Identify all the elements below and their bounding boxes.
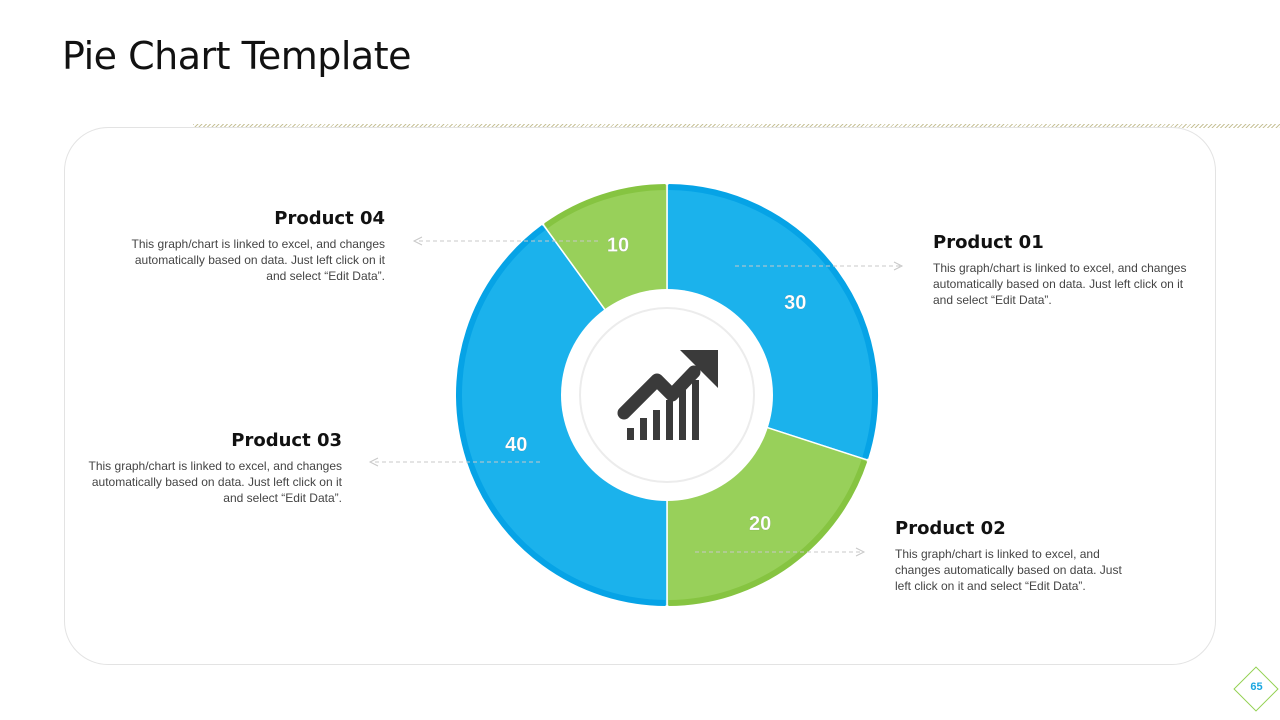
product-02-description: This graph/chart is linked to excel, and… (895, 547, 1122, 593)
slice-rim-3 (456, 225, 666, 606)
product-04-description: This graph/chart is linked to excel, and… (131, 237, 385, 283)
product-03-block: Product 03 This graph/chart is linked to… (87, 430, 342, 506)
decorative-divider (193, 124, 1280, 128)
page-title: Pie Chart Template (62, 34, 412, 78)
product-01-description: This graph/chart is linked to excel, and… (933, 261, 1187, 307)
growth-chart-arrow-icon (617, 350, 718, 440)
value-label-3: 40 (505, 434, 527, 456)
product-04-title: Product 04 (274, 208, 385, 229)
value-label-1: 30 (784, 292, 806, 314)
slice-rim-2 (668, 459, 868, 606)
slice-rim-1 (668, 184, 878, 459)
product-02-block: Product 02 This graph/chart is linked to… (895, 518, 1140, 594)
page-number: 65 (1250, 681, 1263, 693)
connector-arrow-product-01 (893, 261, 904, 271)
product-04-block: Product 04 This graph/chart is linked to… (130, 208, 385, 284)
product-01-block: Product 01 This graph/chart is linked to… (933, 232, 1188, 308)
product-03-title: Product 03 (231, 430, 342, 451)
product-01-title: Product 01 (933, 232, 1044, 253)
product-02-title: Product 02 (895, 518, 1006, 539)
product-03-description: This graph/chart is linked to excel, and… (88, 459, 342, 505)
connector-arrow-product-04 (412, 236, 423, 246)
connector-arrow-product-02 (855, 547, 866, 557)
donut-hole-ring (579, 307, 755, 483)
value-label-2: 20 (749, 513, 771, 535)
connector-arrow-product-03 (368, 457, 379, 467)
slice-rim-4 (544, 184, 666, 229)
value-label-4: 10 (607, 234, 629, 256)
